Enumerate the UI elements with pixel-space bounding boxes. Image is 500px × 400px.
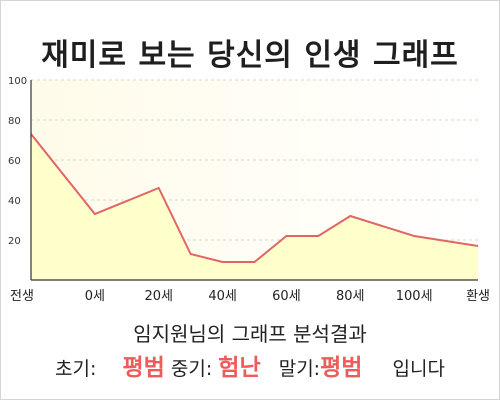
page-title: 재미로 보는 당신의 인생 그래프	[41, 38, 459, 73]
early-value: 평범	[122, 355, 165, 381]
x-tick-label: 100세	[396, 289, 433, 304]
series-line	[30, 133, 479, 263]
x-tick-label: 0세	[85, 289, 105, 304]
mid-value: 험난	[218, 355, 261, 381]
y-tick-label: 100	[8, 76, 27, 87]
x-tick-label: 40세	[208, 289, 237, 304]
x-tick-label: 환생	[466, 289, 490, 304]
y-tick-label: 20	[8, 236, 21, 247]
y-tick-label: 40	[8, 196, 21, 207]
summary-ending: 입니다	[392, 358, 445, 380]
mid-label: 중기:	[170, 358, 213, 380]
y-tick-label: 80	[8, 116, 21, 127]
x-tick-label: 60세	[272, 289, 301, 304]
summary-title: 임지원님의 그래프 분석결과	[133, 322, 367, 346]
x-tick-label: 전생	[10, 289, 34, 304]
y-tick-label: 60	[8, 156, 21, 167]
x-tick-label: 20세	[144, 289, 173, 304]
early-label: 초기:	[55, 358, 97, 380]
summary-line: 초기: 평범 중기: 험난 말기:평범 입니다	[0, 348, 500, 382]
late-value: 평범	[320, 355, 363, 381]
series-area	[31, 134, 478, 280]
late-label: 말기:	[278, 358, 321, 380]
x-tick-label: 80세	[336, 289, 365, 304]
